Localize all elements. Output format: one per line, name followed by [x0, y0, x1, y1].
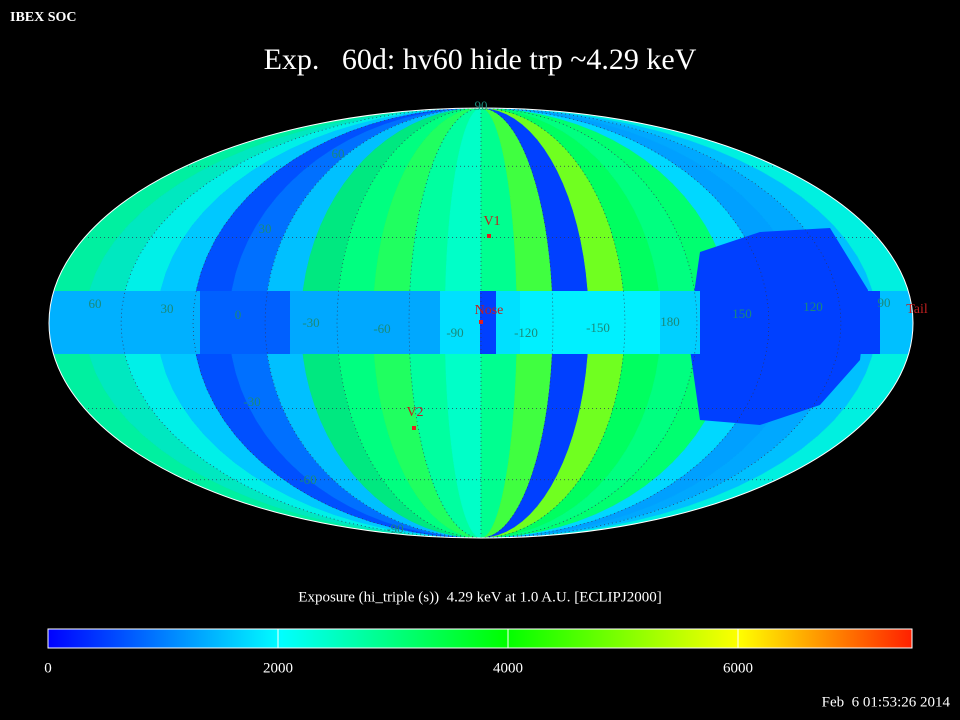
marker-label: V1 [483, 214, 500, 229]
colorbar-tick-label: 0 [44, 660, 52, 676]
longitude-label: 60 [89, 296, 102, 311]
colorbar-tick-label: 4000 [493, 660, 523, 676]
colorbar-tick-label: 6000 [723, 660, 753, 676]
map-labels: 60 30 0 -30 -60 -90 -120 -150 180 150 120 90 90 60 30 -… [89, 98, 928, 536]
latitude-label: 60 [332, 146, 345, 161]
longitude-label: 0 [235, 307, 242, 322]
equator-band [49, 291, 200, 354]
longitude-label: 120 [803, 299, 823, 314]
equator-band [880, 291, 913, 354]
latitude-label: -30 [243, 394, 260, 409]
equator-band [480, 291, 496, 354]
equator-band [700, 291, 880, 354]
longitude-label: 30 [161, 301, 174, 316]
graticule-meridian [480, 108, 554, 538]
timestamp: Feb 6 01:53:26 2014 [822, 694, 951, 710]
longitude-label: 90 [878, 295, 891, 310]
marker-dot [412, 426, 416, 430]
marker-dot [487, 234, 491, 238]
longitude-label: -90 [446, 325, 463, 340]
equator-band [520, 291, 660, 354]
longitude-label: 180 [660, 314, 680, 329]
marker-label: Nose [475, 303, 504, 318]
latitude-label: 90 [475, 98, 488, 113]
marker-label: Tail [906, 302, 928, 317]
title: Exp. 60d: hv60 hide trp ~4.29 keV [264, 43, 697, 76]
colorbar-tick-label: 2000 [263, 660, 293, 676]
colorbar-caption: Exposure (hi_triple (s)) 4.29 keV at 1.0… [298, 589, 661, 605]
longitude-label: 150 [732, 306, 752, 321]
graticule-meridian [480, 108, 626, 538]
equator-band [660, 291, 700, 354]
latitude-label: -60 [299, 472, 316, 487]
marker-dot [479, 320, 483, 324]
latitude-label: -90 [386, 521, 403, 536]
graticule-meridian [408, 108, 482, 538]
graticule-meridian [336, 108, 482, 538]
map-outline [48, 107, 914, 539]
colorbar [47, 628, 913, 649]
latitude-label: 30 [259, 221, 272, 236]
equator-band [200, 291, 290, 354]
sky-map [49, 108, 913, 538]
marker-label: V2 [406, 405, 423, 420]
colorbar-ticks: 0 2000 4000 6000 [44, 629, 753, 676]
longitude-label: -30 [302, 315, 319, 330]
longitude-label: -150 [586, 320, 610, 335]
equator-band [290, 291, 440, 354]
longitude-label: -120 [514, 325, 538, 340]
longitude-label: -60 [373, 321, 390, 336]
source-label: IBEX SOC [10, 10, 77, 25]
